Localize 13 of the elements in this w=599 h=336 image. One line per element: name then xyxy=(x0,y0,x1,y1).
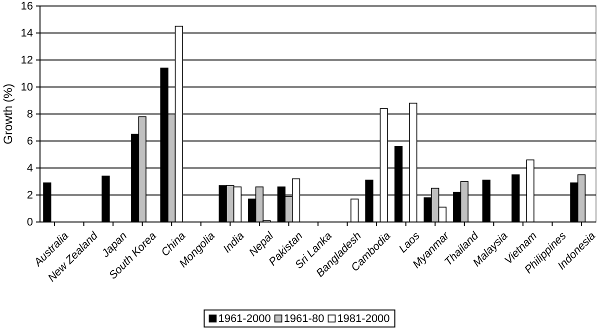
y-tick-label: 16 xyxy=(20,0,33,13)
y-tick-label: 2 xyxy=(26,190,33,202)
y-tick-label: 6 xyxy=(26,136,33,148)
y-tick-label: 8 xyxy=(26,108,33,121)
y-tick-label: 10 xyxy=(20,82,33,94)
legend-label: 1961-80 xyxy=(284,313,324,325)
legend-label: 1961-2000 xyxy=(218,313,271,325)
legend-label: 1981-2000 xyxy=(337,313,390,325)
y-tick-label: 4 xyxy=(26,162,33,175)
y-tick-label: 14 xyxy=(20,28,33,40)
y-axis-title: Growth (%) xyxy=(1,84,15,144)
y-tick-label: 0 xyxy=(26,216,33,229)
y-tick-label: 12 xyxy=(20,54,33,67)
